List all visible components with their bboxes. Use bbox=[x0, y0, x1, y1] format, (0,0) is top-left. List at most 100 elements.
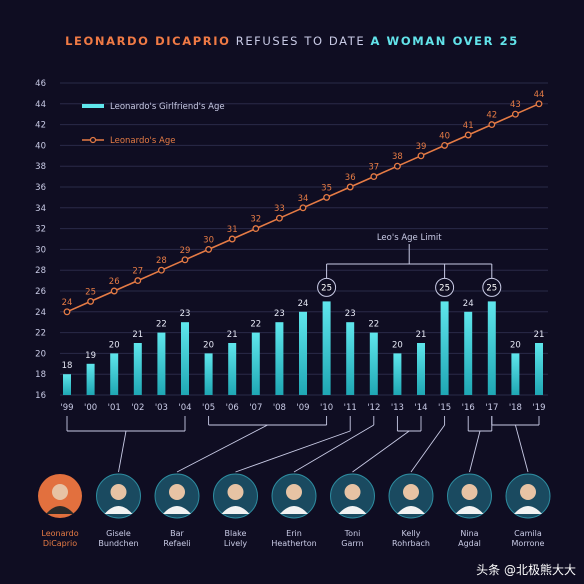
bar-value-label: 25 bbox=[486, 283, 497, 293]
title-name: LEONARDO DICAPRIO bbox=[65, 34, 231, 48]
x-tick-label: '18 bbox=[509, 403, 522, 413]
bar-value-label: 18 bbox=[62, 361, 73, 371]
avatar-body bbox=[46, 506, 74, 514]
leo-age-point bbox=[275, 214, 283, 222]
avatar-body bbox=[514, 506, 542, 514]
blake-avatar bbox=[213, 473, 258, 519]
person-name: Agdal bbox=[458, 539, 481, 548]
leo-age-label: 28 bbox=[156, 256, 167, 266]
bar-value-label: 24 bbox=[298, 299, 309, 309]
leo-age-label: 32 bbox=[250, 215, 261, 225]
x-tick-label: '19 bbox=[532, 403, 545, 413]
avatar-face bbox=[461, 484, 478, 500]
bar-value-label: 22 bbox=[250, 320, 261, 330]
bar bbox=[110, 353, 119, 395]
leo-age-point bbox=[299, 204, 307, 212]
bar-value-label: 22 bbox=[156, 320, 167, 330]
avatar-face bbox=[169, 484, 185, 500]
y-tick-label: 28 bbox=[35, 266, 46, 276]
bar bbox=[440, 301, 449, 395]
leo-age-label: 39 bbox=[416, 142, 427, 152]
x-tick-label: '00 bbox=[84, 403, 97, 413]
chart-title: LEONARDO DICAPRIO REFUSES TO DATE A WOMA… bbox=[0, 34, 584, 48]
y-tick-label: 42 bbox=[35, 121, 46, 131]
leo-age-point bbox=[535, 100, 543, 108]
x-tick-label: '06 bbox=[226, 403, 239, 413]
leo-age-label: 31 bbox=[227, 225, 238, 235]
erin-avatar bbox=[271, 473, 317, 519]
person-name: Nina bbox=[460, 529, 478, 538]
leo-age-label: 29 bbox=[180, 246, 191, 256]
leo-age-point bbox=[110, 287, 118, 295]
toni-avatar bbox=[330, 473, 375, 519]
avatar-connector bbox=[352, 430, 410, 473]
bar-value-label: 25 bbox=[321, 283, 332, 293]
bar-value-label: 20 bbox=[203, 340, 214, 350]
y-tick-label: 40 bbox=[35, 141, 46, 151]
leo-age-point bbox=[370, 173, 378, 181]
leo-age-label: 27 bbox=[132, 267, 143, 277]
leo-age-label: 44 bbox=[534, 90, 545, 100]
bar bbox=[86, 363, 95, 395]
bar-value-label: 20 bbox=[510, 340, 521, 350]
avatar-body bbox=[221, 506, 250, 514]
leo-age-label: 35 bbox=[321, 183, 332, 193]
bar bbox=[393, 353, 402, 395]
person-name: Bundchen bbox=[98, 539, 138, 548]
bar-value-label: 20 bbox=[109, 340, 120, 350]
person-name: Leonardo bbox=[41, 529, 78, 538]
y-tick-label: 36 bbox=[35, 183, 46, 193]
leo-avatar bbox=[38, 474, 82, 518]
bar-value-label: 21 bbox=[227, 330, 238, 340]
y-tick-label: 44 bbox=[35, 100, 46, 110]
avatar-connector bbox=[514, 424, 529, 473]
bar-value-label: 21 bbox=[534, 330, 545, 340]
leo-age-point bbox=[87, 297, 95, 305]
leo-age-label: 36 bbox=[345, 173, 356, 183]
leo-age-label: 41 bbox=[463, 121, 474, 131]
leo-age-label: 26 bbox=[109, 277, 120, 287]
y-tick-label: 16 bbox=[35, 391, 46, 401]
legend-bar-swatch bbox=[82, 104, 104, 108]
bar bbox=[535, 343, 543, 395]
person-name: Erin bbox=[286, 529, 302, 538]
x-tick-label: '09 bbox=[296, 403, 309, 413]
avatar-face bbox=[52, 484, 68, 500]
avatar-connector bbox=[118, 430, 127, 473]
avatar-face bbox=[286, 484, 302, 500]
y-tick-label: 32 bbox=[35, 225, 46, 235]
bar bbox=[157, 332, 166, 395]
x-tick-label: '04 bbox=[178, 403, 191, 413]
bar-value-label: 21 bbox=[132, 330, 143, 340]
kelly-avatar bbox=[388, 473, 434, 519]
bar bbox=[322, 301, 331, 395]
leo-age-label: 24 bbox=[62, 298, 73, 308]
bar bbox=[369, 332, 378, 395]
bar bbox=[299, 311, 307, 395]
y-tick-label: 18 bbox=[35, 370, 46, 380]
leo-age-point bbox=[228, 235, 236, 243]
legend-leo-label: Leonardo's Age bbox=[110, 136, 175, 146]
avatar-connector bbox=[293, 424, 375, 473]
leo-age-label: 42 bbox=[486, 111, 497, 121]
bar bbox=[346, 322, 355, 395]
bar-value-label: 23 bbox=[180, 309, 191, 319]
y-tick-label: 38 bbox=[35, 162, 46, 172]
avatar-connector bbox=[176, 424, 268, 473]
legend-girlfriend-label: Leonardo's Girlfriend's Age bbox=[110, 102, 225, 112]
person-name: Blake bbox=[225, 529, 247, 538]
title-middle: REFUSES TO DATE bbox=[230, 34, 371, 48]
leo-age-point bbox=[63, 308, 71, 316]
person-name: Lively bbox=[224, 539, 248, 548]
avatar-body bbox=[163, 506, 191, 514]
avatar-body bbox=[104, 506, 133, 514]
person-name: Heatherton bbox=[271, 539, 316, 548]
avatar-face bbox=[227, 484, 244, 500]
x-tick-label: '15 bbox=[438, 403, 451, 413]
bar-value-label: 19 bbox=[85, 351, 96, 361]
y-tick-label: 22 bbox=[35, 329, 46, 339]
x-tick-label: '11 bbox=[344, 403, 357, 413]
x-tick-label: '99 bbox=[60, 403, 73, 413]
leo-age-point bbox=[511, 110, 519, 118]
x-tick-label: '08 bbox=[273, 403, 286, 413]
